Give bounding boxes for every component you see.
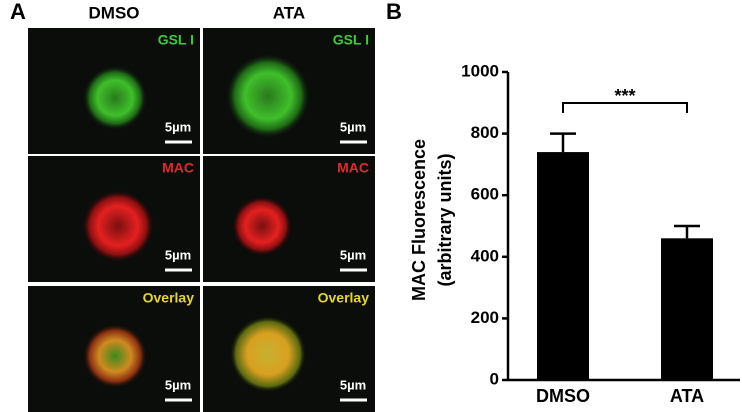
channel-label: MAC (162, 160, 194, 176)
significance-label: *** (614, 86, 635, 106)
channel-label: Overlay (318, 290, 370, 306)
channel-label: GSL I (158, 32, 194, 48)
column-header: DMSO (89, 3, 140, 22)
cell-signal (230, 316, 306, 392)
scale-bar-label: 5µm (340, 119, 366, 134)
bar (661, 238, 713, 380)
cell-signal (232, 196, 292, 256)
cell-signal (83, 324, 147, 388)
cell-signal (82, 190, 154, 262)
panel-label: B (386, 0, 402, 24)
y-tick-label: 1000 (461, 61, 499, 80)
scale-bar-label: 5µm (165, 119, 191, 134)
channel-label: GSL I (333, 32, 369, 48)
y-tick-label: 800 (471, 123, 499, 142)
x-tick-label: ATA (670, 386, 704, 406)
y-tick-label: 200 (471, 308, 499, 327)
channel-label: MAC (337, 160, 369, 176)
cell-signal (226, 54, 310, 138)
scale-bar-label: 5µm (165, 377, 191, 392)
scale-bar-label: 5µm (340, 247, 366, 262)
cell-signal (83, 66, 147, 130)
y-tick-label: 600 (471, 185, 499, 204)
panel-label: A (10, 0, 26, 24)
channel-label: Overlay (143, 290, 195, 306)
x-tick-label: DMSO (536, 386, 590, 406)
bar (537, 152, 589, 380)
column-header: ATA (273, 3, 305, 22)
y-axis-label: (arbitrary units) (435, 153, 455, 286)
scale-bar-label: 5µm (165, 247, 191, 262)
y-tick-label: 400 (471, 246, 499, 265)
scale-bar-label: 5µm (340, 377, 366, 392)
y-axis-label: MAC Fluorescence (409, 139, 429, 301)
significance-bracket (562, 102, 688, 113)
y-tick-label: 0 (490, 369, 499, 388)
